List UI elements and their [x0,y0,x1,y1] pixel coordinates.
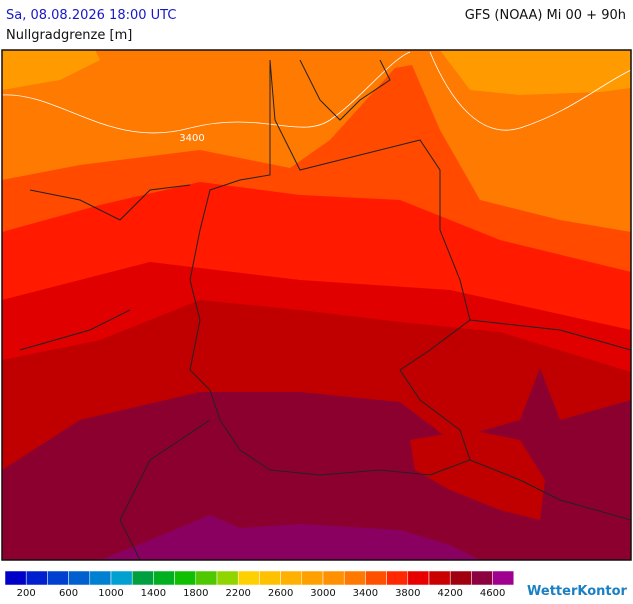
legend-swatch [386,570,409,586]
legend-swatch [237,570,260,586]
legend-tick-label: 4600 [480,588,505,599]
legend-tick-label: 3400 [353,588,378,599]
map: 3400 [1,49,632,561]
legend-swatch [47,570,69,586]
legend-swatch [259,570,281,586]
legend-swatch [25,570,48,586]
legend-swatch [4,570,27,586]
legend-swatch [471,570,493,586]
logo: WetterKontor [527,584,628,599]
legend-swatch [153,570,175,586]
legend: 200 600 1000 1400 1800 2200 2600 3000 3400 3800 42… [4,570,515,599]
contour-label: 3400 [179,133,204,144]
legend-swatch [322,570,345,586]
legend-swatch [449,570,472,586]
legend-swatch [174,570,197,586]
legend-swatch [131,570,154,586]
legend-tick-label: 1000 [98,588,123,599]
legend-swatch [301,570,324,586]
legend-tick-label: 3000 [310,588,335,599]
legend-tick-label: 1800 [183,588,208,599]
legend-tick-label: 2200 [225,588,250,599]
border [19,59,631,560]
legend-swatch [343,570,366,586]
legend-swatch [110,570,133,586]
contour-line [2,51,631,134]
legend-tick-label: 3800 [395,588,420,599]
band [410,430,545,520]
band [100,515,480,560]
band [2,368,631,560]
legend-tick-label: 200 [17,588,36,599]
legend-tick-label: 1400 [141,588,166,599]
map-frame [1,49,632,561]
legend-swatch [195,570,218,586]
legend-swatch [365,570,387,586]
legend-swatch [89,570,112,586]
parameter-label: Nullgradgrenze [m] [6,28,132,43]
legend-swatch [492,570,515,586]
legend-tick-label: 2600 [268,588,293,599]
map-title: Sa, 08.08.2026 18:00 UTC [6,8,176,23]
legend-tick-label: 600 [59,588,78,599]
border [189,59,471,476]
legend-swatch [68,570,91,586]
legend-swatch [428,570,451,586]
legend-swatch [216,570,239,586]
legend-swatch [407,570,430,586]
legend-swatch [280,570,303,586]
legend-tick-label: 4200 [437,588,462,599]
model-label: GFS (NOAA) Mi 00 + 90h [465,8,626,23]
